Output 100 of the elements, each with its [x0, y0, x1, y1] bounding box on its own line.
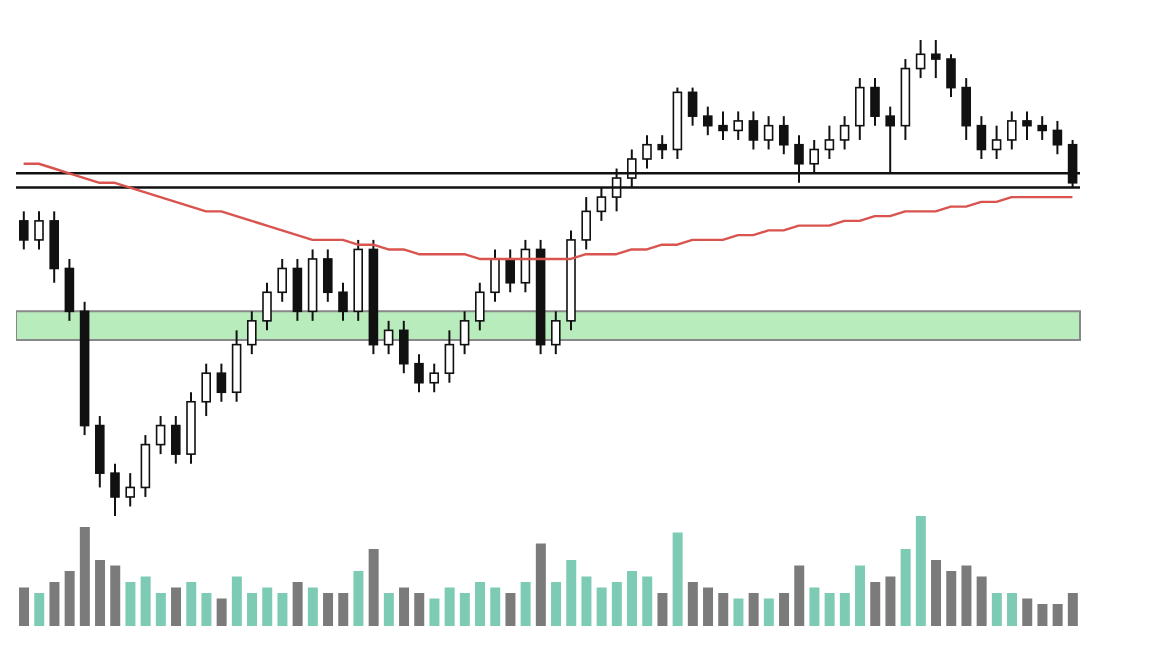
candlestick	[110, 462, 120, 516]
bar	[535, 543, 546, 626]
candlestick	[95, 415, 105, 489]
candlestick	[201, 362, 211, 418]
candlestick	[687, 86, 698, 127]
bar	[794, 565, 805, 626]
bar	[64, 571, 75, 626]
candlestick	[961, 77, 971, 141]
candlestick	[748, 110, 759, 151]
bar	[855, 565, 866, 626]
candlestick	[444, 329, 455, 384]
bar	[171, 587, 182, 626]
bar	[1067, 593, 1078, 626]
bar	[779, 593, 790, 626]
candlestick	[49, 210, 59, 284]
bar	[687, 582, 698, 626]
candlestick	[19, 210, 29, 251]
bar	[95, 560, 106, 626]
bar	[505, 593, 516, 626]
bar	[277, 593, 288, 626]
candlestick	[475, 281, 485, 332]
candlestick	[931, 40, 941, 80]
bar	[1022, 598, 1033, 626]
bar	[247, 593, 258, 626]
candlestick	[292, 257, 303, 322]
candlestick	[64, 257, 75, 322]
bar	[125, 582, 136, 626]
bar	[915, 516, 926, 626]
bar	[824, 593, 835, 626]
bar	[566, 560, 577, 626]
bar	[444, 587, 455, 626]
bar	[307, 587, 318, 626]
bar	[551, 582, 562, 626]
bar	[611, 582, 622, 626]
bar	[292, 582, 303, 626]
candlestick	[383, 319, 394, 356]
bar	[79, 527, 90, 626]
bar	[900, 549, 911, 626]
candlestick	[1007, 110, 1017, 151]
bar	[657, 593, 668, 626]
candlestick	[414, 353, 424, 394]
candlestick	[733, 110, 743, 141]
bar	[839, 593, 850, 626]
bar	[961, 565, 972, 626]
candlestick	[323, 248, 333, 303]
bar	[748, 593, 759, 626]
bar	[763, 598, 774, 626]
candlestick	[459, 310, 470, 356]
candlestick	[915, 40, 926, 80]
bar	[642, 576, 653, 626]
bar	[140, 576, 151, 626]
candlestick	[34, 210, 44, 251]
bar	[1007, 593, 1018, 626]
candlestick	[870, 77, 880, 127]
bar	[323, 593, 334, 626]
candlestick	[262, 281, 272, 332]
candlestick	[839, 115, 850, 151]
bar	[110, 565, 121, 626]
candlestick	[1052, 119, 1063, 156]
bar	[627, 571, 638, 626]
candlestick	[155, 415, 166, 456]
bar	[703, 587, 714, 626]
candlestick	[216, 362, 227, 403]
bar	[1052, 604, 1063, 626]
bar	[155, 593, 166, 626]
bar	[885, 576, 896, 626]
candlestick	[1022, 110, 1032, 141]
candlestick	[763, 115, 774, 151]
candlestick	[581, 196, 591, 251]
bar	[231, 576, 242, 626]
candlestick	[946, 53, 956, 99]
bar	[946, 571, 957, 626]
candlestick	[505, 248, 515, 294]
bar	[520, 582, 531, 626]
candlestick	[277, 257, 287, 303]
candlestick	[231, 329, 242, 403]
bar	[186, 582, 197, 626]
candlestick	[855, 77, 865, 141]
candlestick	[247, 310, 257, 356]
bar	[49, 582, 60, 626]
candlestick	[399, 319, 409, 375]
candlestick	[551, 310, 561, 356]
candlestick	[125, 472, 135, 508]
candlestick	[1037, 115, 1047, 141]
bar	[19, 587, 30, 626]
bar	[383, 593, 394, 626]
bar	[353, 571, 364, 626]
candlestick	[976, 115, 987, 160]
candlestick	[991, 124, 1002, 160]
candlestick	[429, 362, 439, 394]
bar	[976, 576, 987, 626]
bar	[1037, 604, 1048, 626]
bar	[475, 582, 486, 626]
bar	[414, 593, 425, 626]
candlestick	[171, 415, 181, 465]
bar	[991, 593, 1002, 626]
bar	[490, 587, 501, 626]
bar	[34, 593, 45, 626]
bar	[368, 549, 379, 626]
candlestick	[140, 434, 151, 498]
